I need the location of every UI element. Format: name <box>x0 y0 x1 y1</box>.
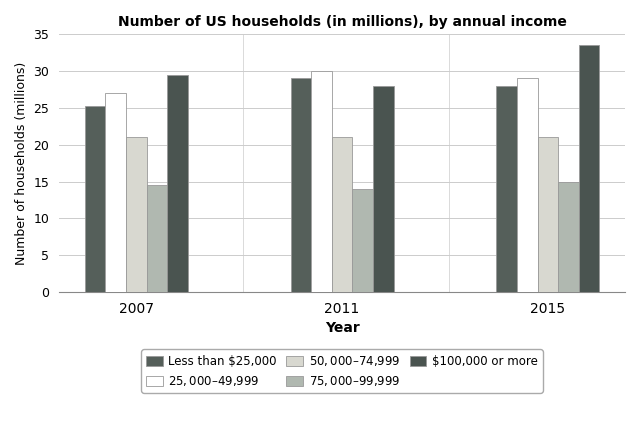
Bar <box>497 86 517 292</box>
Legend: Less than $25,000, $25,000–$49,999, $50,000–$74,999, $75,000–$99,999, $100,000 o: Less than $25,000, $25,000–$49,999, $50,… <box>141 349 543 393</box>
Bar <box>538 137 558 292</box>
Bar <box>85 106 106 292</box>
Bar <box>106 93 126 292</box>
Bar <box>126 137 147 292</box>
Bar <box>291 78 311 292</box>
Bar <box>147 185 167 292</box>
Title: Number of US households (in millions), by annual income: Number of US households (in millions), b… <box>118 15 566 29</box>
Bar <box>373 86 394 292</box>
Bar <box>558 181 579 292</box>
Bar <box>167 75 188 292</box>
Bar <box>579 45 599 292</box>
Bar <box>353 189 373 292</box>
Bar <box>311 71 332 292</box>
Bar <box>517 78 538 292</box>
Y-axis label: Number of households (millions): Number of households (millions) <box>15 61 28 265</box>
Bar <box>332 137 353 292</box>
X-axis label: Year: Year <box>324 321 360 335</box>
